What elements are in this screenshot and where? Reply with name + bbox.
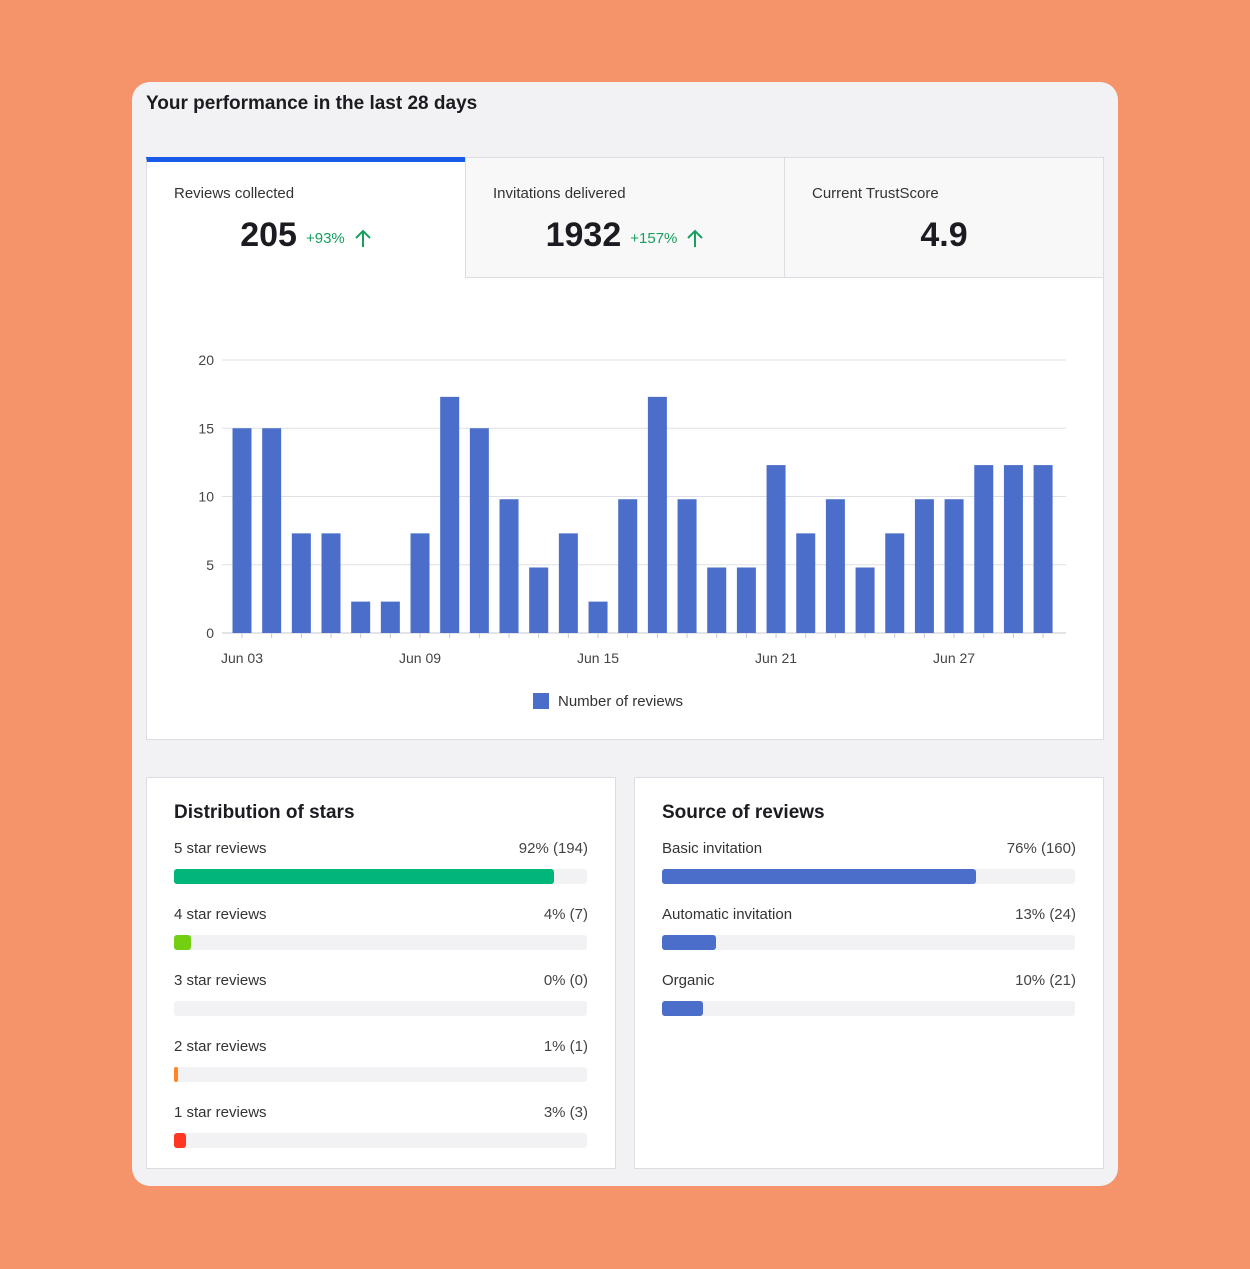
item-value-label: 92% (194) [518,840,588,857]
item-label: Organic [662,972,715,989]
x-tick-label: Jun 03 [221,650,263,666]
bar [796,533,816,633]
y-tick-label: 5 [206,557,214,573]
item-value-label: 76% (160) [1006,840,1076,857]
page-title: Your performance in the last 28 days [146,93,478,114]
bar-track [174,935,587,950]
bar [588,601,608,633]
bar-track [662,869,1075,884]
item-label: 1 star reviews [174,1104,267,1121]
bar-track [174,1001,587,1016]
bar-track [174,1133,587,1148]
bar [351,601,371,633]
tab-value: 4.9 [920,216,968,254]
bar [291,533,311,633]
up-arrow [355,229,371,247]
bar [529,567,549,633]
bar-track [174,869,587,884]
item-label: Basic invitation [662,840,763,857]
tab-value: 205 [240,216,297,254]
bar [1033,465,1053,633]
up-arrow [687,229,704,247]
legend-swatch [533,693,549,709]
tab-label: Reviews collected [174,185,295,202]
item-label: 2 star reviews [174,1038,267,1055]
bar [662,935,716,950]
tab-label: Current TrustScore [812,185,939,202]
bar [174,1067,179,1082]
item-value-label: 3% (3) [543,1104,588,1121]
bar [174,935,191,950]
item-label: 3 star reviews [174,972,267,989]
sources-panel: Source of reviews Basic invitation 76% (1… [634,777,1104,1169]
tab-label: Invitations delivered [493,185,626,202]
bar [558,533,578,633]
tab-change: +93% [305,230,345,247]
bar [647,396,667,633]
bar [262,428,282,633]
x-tick-label: Jun 15 [577,650,619,666]
bar-track [662,935,1075,950]
bar [440,396,460,633]
chart: 0 5 10 15 20 Jun 03 Jun 09 Jun 15 Jun 21 Jun 27 Nu… [198,352,1066,710]
bar [174,1133,187,1148]
bar [707,567,727,633]
bar [380,601,400,633]
bar [499,499,519,633]
bar [174,869,554,884]
bar-track [662,1001,1075,1016]
item-value-label: 1% (1) [543,1038,588,1055]
bar [855,567,875,633]
bar [662,869,976,884]
x-tick-label: Jun 27 [933,650,975,666]
y-tick-label: 10 [198,489,214,505]
bar [736,567,756,633]
bar [974,465,994,633]
bar-track [174,1067,587,1082]
x-tick-label: Jun 09 [399,650,441,666]
item-value-label: 13% (24) [1015,906,1076,923]
x-tick-label: Jun 21 [755,650,797,666]
panel-title: Distribution of stars [174,802,355,823]
item-label: Automatic invitation [662,906,793,923]
bar [232,428,252,633]
item-label: 5 star reviews [174,840,267,857]
legend-label: Number of reviews [558,693,683,710]
bar [1003,465,1023,633]
bar [618,499,638,633]
bar [677,499,697,633]
y-tick-label: 20 [198,352,214,368]
item-value-label: 4% (7) [543,906,588,923]
bar [825,499,845,633]
bar [662,1001,704,1016]
tab-value: 1932 [545,216,622,254]
bar [410,533,430,633]
item-value-label: 0% (0) [543,972,588,989]
tab-change: +157% [630,230,678,247]
item-value-label: 10% (21) [1015,972,1076,989]
distribution-panel: Distribution of stars 5 star reviews 92% … [146,777,616,1169]
bar [469,428,489,633]
panel-title: Source of reviews [662,802,825,823]
bar [321,533,341,633]
y-tick-label: 15 [198,420,214,436]
tab[interactable]: Invitations delivered 1932 +157% [465,157,785,278]
tab[interactable]: Current TrustScore 4.9 [784,157,1104,278]
tab[interactable]: Reviews collected 205 +93% [146,157,466,278]
bar [766,465,786,633]
y-tick-label: 0 [206,625,214,641]
item-label: 4 star reviews [174,906,267,923]
bar [885,533,905,633]
bar [914,499,934,633]
bar [944,499,964,633]
